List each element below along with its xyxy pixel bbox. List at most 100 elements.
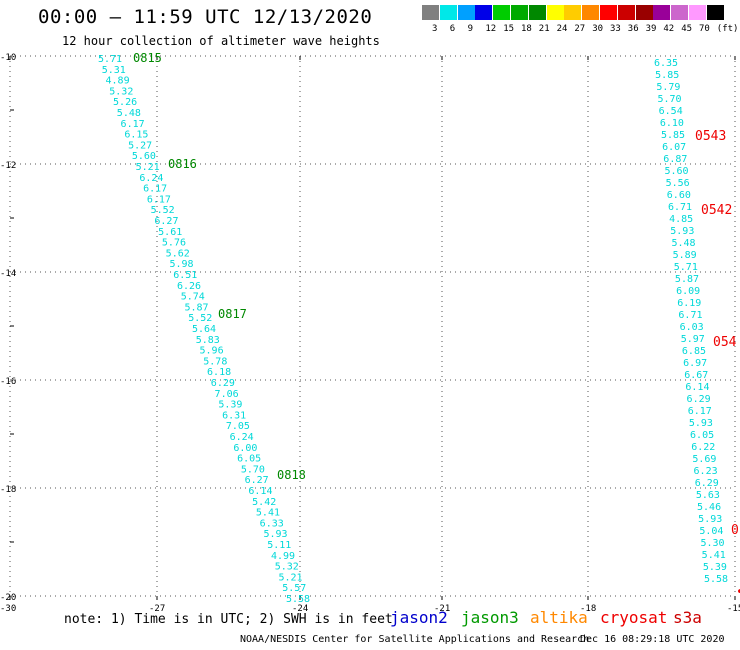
colorbar-label: 45 bbox=[681, 24, 693, 34]
colorbar-swatch bbox=[600, 5, 617, 20]
wave-height-value: 5.31 bbox=[102, 65, 126, 76]
x-tick-label: -18 bbox=[580, 604, 596, 614]
wave-height-value: 7.06 bbox=[215, 389, 239, 400]
legend-jason2: jason2 bbox=[390, 608, 448, 627]
wave-height-value: 5.83 bbox=[196, 335, 220, 346]
wave-height-value: 6.51 bbox=[173, 270, 197, 281]
pass-time-label: 0542 bbox=[701, 203, 732, 218]
x-tick-label: -21 bbox=[434, 604, 450, 614]
right-satellite-track: 6.355.855.795.706.546.105.856.076.875.60… bbox=[654, 58, 740, 600]
wave-height-value: 5.60 bbox=[132, 151, 156, 162]
wave-height-value: 6.24 bbox=[139, 173, 163, 184]
wave-height-value: 5.21 bbox=[278, 572, 302, 583]
wave-height-value: 6.87 bbox=[663, 154, 687, 165]
wave-height-value: 5.52 bbox=[151, 205, 175, 216]
wave-height-value: 5.58 bbox=[704, 574, 728, 585]
wave-height-value: 5.93 bbox=[689, 418, 713, 429]
wave-height-value: 6.60 bbox=[667, 190, 691, 201]
wave-height-value: 5.04 bbox=[699, 526, 723, 537]
y-tick-label: -14 bbox=[0, 269, 16, 279]
pass-time-label: 0818 bbox=[277, 468, 306, 482]
colorbar-swatch bbox=[422, 5, 439, 20]
footer-credit: NOAA/NESDIS Center for Satellite Applica… bbox=[240, 634, 590, 645]
wave-height-value: 5.93 bbox=[698, 514, 722, 525]
legend-cryosat: cryosat bbox=[600, 608, 668, 627]
y-tick-label: -10 bbox=[0, 53, 16, 63]
wave-height-value: 6.15 bbox=[124, 130, 148, 141]
wave-height-value: 6.14 bbox=[685, 382, 709, 393]
colorbar-label: 6 bbox=[449, 24, 456, 34]
wave-height-value: 5.87 bbox=[675, 274, 699, 285]
wave-height-value: 6.85 bbox=[682, 346, 706, 357]
wave-height-value: 6.05 bbox=[237, 454, 261, 465]
wave-height-value: 5.21 bbox=[136, 162, 160, 173]
colorbar-label: 15 bbox=[503, 24, 515, 34]
wave-height-value: 5.93 bbox=[670, 226, 694, 237]
wave-height-value: 5.70 bbox=[657, 94, 681, 105]
wave-height-value: 6.03 bbox=[680, 322, 704, 333]
wave-height-value: 6.00 bbox=[233, 443, 257, 454]
left-satellite-track: 5.715.314.895.325.265.486.176.155.275.60… bbox=[98, 51, 310, 605]
wave-height-value: 4.99 bbox=[271, 551, 295, 562]
wave-height-value: 7.05 bbox=[226, 421, 250, 432]
x-tick-label: -15 bbox=[727, 604, 740, 614]
x-tick-label: -24 bbox=[292, 604, 308, 614]
colorbar-label: 18 bbox=[521, 24, 532, 34]
y-tick-label: -20 bbox=[0, 593, 16, 603]
wave-height-value: 6.07 bbox=[662, 142, 686, 153]
wave-height-value: 5.98 bbox=[169, 259, 193, 270]
wave-height-value: 6.24 bbox=[230, 432, 254, 443]
wave-height-value: 5.41 bbox=[256, 508, 280, 519]
wave-height-value: 6.27 bbox=[245, 475, 269, 486]
wave-height-value: 5.97 bbox=[681, 334, 705, 345]
wave-height-value: 4.85 bbox=[669, 214, 693, 225]
wave-height-value: 6.17 bbox=[143, 184, 167, 195]
pass-time-label: 0816 bbox=[168, 157, 197, 171]
page-title: 00:00 — 11:59 UTC 12/13/2020 bbox=[38, 6, 373, 28]
wave-height-value: 6.33 bbox=[260, 518, 284, 529]
wave-height-value: 5.30 bbox=[701, 538, 725, 549]
pass-time-label: 0543 bbox=[695, 129, 726, 144]
colorbar-swatch bbox=[671, 5, 689, 20]
wave-height-value: 6.35 bbox=[654, 58, 678, 69]
colorbar-label: 30 bbox=[592, 24, 604, 34]
colorbar-swatch bbox=[689, 5, 706, 20]
wave-height-value: 5.11 bbox=[267, 540, 291, 551]
wave-height-value: 5.87 bbox=[184, 302, 208, 313]
wave-height-value: 6.10 bbox=[660, 118, 684, 129]
colorbar-label: 9 bbox=[467, 24, 474, 34]
wave-height-value: 5.76 bbox=[162, 238, 186, 249]
wave-height-value: 6.29 bbox=[687, 394, 711, 405]
wave-height-value: 6.17 bbox=[688, 406, 712, 417]
wave-height-value: 5.60 bbox=[664, 166, 688, 177]
y-tick-label: -12 bbox=[0, 161, 16, 171]
wave-height-value: 5.78 bbox=[203, 356, 227, 367]
wave-height-value: 5.96 bbox=[200, 346, 224, 357]
wave-height-value: 5.64 bbox=[192, 324, 216, 335]
wave-height-value: 6.09 bbox=[676, 286, 700, 297]
colorbar-label: 12 bbox=[485, 24, 497, 34]
map-grid bbox=[9, 55, 736, 600]
wave-height-value: 5.26 bbox=[113, 97, 137, 108]
colorbar-label: 3 bbox=[432, 24, 438, 34]
y-tick-label: -16 bbox=[0, 377, 16, 387]
wave-height-value: 6.29 bbox=[695, 478, 719, 489]
colorbar-label: 24 bbox=[556, 24, 568, 34]
legend-altika: altika bbox=[530, 608, 588, 627]
colorbar-swatch bbox=[564, 5, 582, 20]
colorbar-swatch bbox=[475, 5, 493, 20]
wave-height-value: 6.05 bbox=[690, 430, 714, 441]
colorbar-swatch bbox=[457, 5, 475, 20]
colorbar-swatch bbox=[439, 5, 457, 20]
wave-height-value: 5.56 bbox=[666, 178, 690, 189]
wave-height-value: 5.69 bbox=[692, 454, 716, 465]
colorbar-swatch bbox=[706, 5, 724, 20]
wave-height-value: 5.61 bbox=[158, 227, 182, 238]
colorbar-label: 27 bbox=[574, 24, 586, 34]
wave-height-value: 5.79 bbox=[656, 82, 680, 93]
wave-height-value: 5.58 bbox=[286, 594, 310, 605]
wave-height-value: 5.46 bbox=[697, 502, 721, 513]
wave-height-value: 5.48 bbox=[117, 108, 141, 119]
legend-jason3: jason3 bbox=[461, 608, 519, 627]
